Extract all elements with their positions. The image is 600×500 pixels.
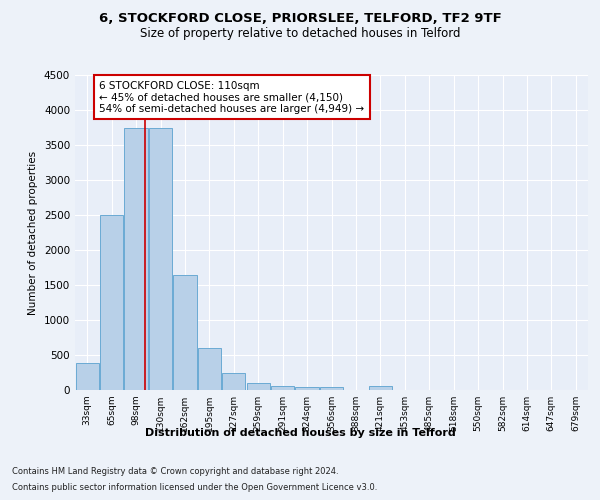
Bar [173, 274, 197, 390]
Bar [100, 215, 123, 390]
Bar [124, 128, 148, 390]
Bar [271, 386, 294, 390]
Bar [198, 348, 221, 390]
Text: 6 STOCKFORD CLOSE: 110sqm
← 45% of detached houses are smaller (4,150)
54% of se: 6 STOCKFORD CLOSE: 110sqm ← 45% of detac… [100, 80, 365, 114]
Bar [320, 386, 343, 390]
Text: Size of property relative to detached houses in Telford: Size of property relative to detached ho… [140, 28, 460, 40]
Text: Contains HM Land Registry data © Crown copyright and database right 2024.: Contains HM Land Registry data © Crown c… [12, 468, 338, 476]
Text: Distribution of detached houses by size in Telford: Distribution of detached houses by size … [145, 428, 455, 438]
Text: Contains public sector information licensed under the Open Government Licence v3: Contains public sector information licen… [12, 482, 377, 492]
Bar [149, 128, 172, 390]
Bar [222, 373, 245, 390]
Bar [369, 386, 392, 390]
Bar [295, 386, 319, 390]
Bar [247, 383, 270, 390]
Bar [76, 364, 99, 390]
Text: 6, STOCKFORD CLOSE, PRIORSLEE, TELFORD, TF2 9TF: 6, STOCKFORD CLOSE, PRIORSLEE, TELFORD, … [98, 12, 502, 26]
Y-axis label: Number of detached properties: Number of detached properties [28, 150, 38, 314]
